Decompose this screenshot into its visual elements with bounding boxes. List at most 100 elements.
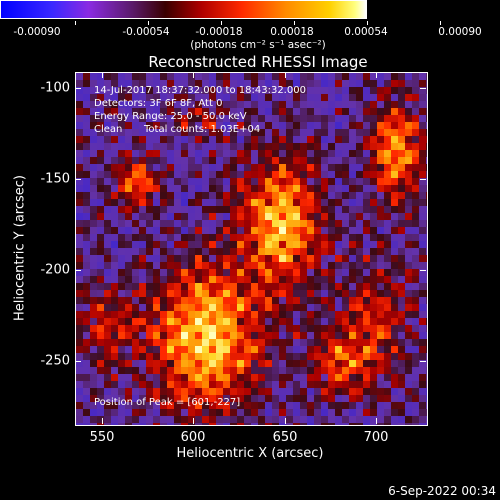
image-pixel <box>370 157 377 164</box>
image-pixel <box>398 129 405 136</box>
colorbar-label: -0.00054 <box>122 26 170 38</box>
image-pixel <box>342 290 349 297</box>
image-pixel <box>405 227 412 234</box>
image-pixel <box>167 192 174 199</box>
image-pixel <box>111 255 118 262</box>
image-pixel <box>153 206 160 213</box>
image-pixel <box>412 220 419 227</box>
image-pixel <box>349 248 356 255</box>
image-pixel <box>83 346 90 353</box>
image-pixel <box>286 409 293 416</box>
image-pixel <box>349 388 356 395</box>
image-pixel <box>230 73 237 80</box>
image-pixel <box>314 409 321 416</box>
image-pixel <box>391 94 398 101</box>
image-pixel <box>216 171 223 178</box>
image-pixel <box>342 304 349 311</box>
image-pixel <box>118 304 125 311</box>
image-pixel <box>195 248 202 255</box>
image-pixel <box>174 283 181 290</box>
image-pixel <box>202 402 209 409</box>
image-pixel <box>251 129 258 136</box>
image-pixel <box>118 157 125 164</box>
image-pixel <box>412 129 419 136</box>
image-pixel <box>209 332 216 339</box>
image-pixel <box>153 101 160 108</box>
image-pixel <box>118 178 125 185</box>
image-pixel <box>195 353 202 360</box>
image-pixel <box>83 402 90 409</box>
image-pixel <box>188 143 195 150</box>
image-pixel <box>426 255 427 262</box>
image-pixel <box>356 241 363 248</box>
colorbar-label: 0.00018 <box>270 26 314 38</box>
image-pixel <box>279 87 286 94</box>
image-pixel <box>188 388 195 395</box>
image-pixel <box>370 101 377 108</box>
image-pixel <box>132 129 139 136</box>
image-pixel <box>342 367 349 374</box>
image-pixel <box>328 318 335 325</box>
image-pixel <box>104 129 111 136</box>
image-pixel <box>307 227 314 234</box>
image-pixel <box>349 73 356 80</box>
image-pixel <box>125 227 132 234</box>
image-pixel <box>195 220 202 227</box>
image-pixel <box>111 409 118 416</box>
image-pixel <box>398 332 405 339</box>
image-pixel <box>125 220 132 227</box>
image-pixel <box>265 346 272 353</box>
image-pixel <box>342 318 349 325</box>
image-pixel <box>377 136 384 143</box>
image-pixel <box>300 234 307 241</box>
image-pixel <box>286 171 293 178</box>
image-pixel <box>139 234 146 241</box>
image-pixel <box>90 332 97 339</box>
image-pixel <box>146 374 153 381</box>
image-pixel <box>272 388 279 395</box>
image-pixel <box>83 178 90 185</box>
image-pixel <box>195 388 202 395</box>
image-pixel <box>300 374 307 381</box>
image-pixel <box>377 206 384 213</box>
image-pixel <box>174 395 181 402</box>
image-pixel <box>111 360 118 367</box>
image-pixel <box>272 367 279 374</box>
image-pixel <box>146 381 153 388</box>
image-pixel <box>272 171 279 178</box>
image-pixel <box>300 304 307 311</box>
image-pixel <box>314 178 321 185</box>
image-pixel <box>363 185 370 192</box>
image-pixel <box>307 87 314 94</box>
image-pixel <box>167 339 174 346</box>
image-pixel <box>342 381 349 388</box>
image-pixel <box>202 290 209 297</box>
image-pixel <box>286 87 293 94</box>
image-pixel <box>356 269 363 276</box>
y-tick-label: -200 <box>40 262 70 278</box>
image-pixel <box>405 381 412 388</box>
image-pixel <box>307 339 314 346</box>
image-pixel <box>97 136 104 143</box>
image-pixel <box>384 241 391 248</box>
image-pixel <box>209 234 216 241</box>
image-pixel <box>153 395 160 402</box>
image-pixel <box>335 192 342 199</box>
image-pixel <box>258 164 265 171</box>
image-pixel <box>97 339 104 346</box>
image-pixel <box>419 241 426 248</box>
image-pixel <box>272 395 279 402</box>
image-pixel <box>202 241 209 248</box>
image-pixel <box>104 80 111 87</box>
image-pixel <box>118 388 125 395</box>
image-pixel <box>160 150 167 157</box>
image-pixel <box>76 171 83 178</box>
image-pixel <box>363 129 370 136</box>
image-pixel <box>321 311 328 318</box>
image-pixel <box>321 262 328 269</box>
image-pixel <box>111 150 118 157</box>
image-pixel <box>398 381 405 388</box>
image-pixel <box>370 402 377 409</box>
image-pixel <box>314 206 321 213</box>
image-pixel <box>153 185 160 192</box>
